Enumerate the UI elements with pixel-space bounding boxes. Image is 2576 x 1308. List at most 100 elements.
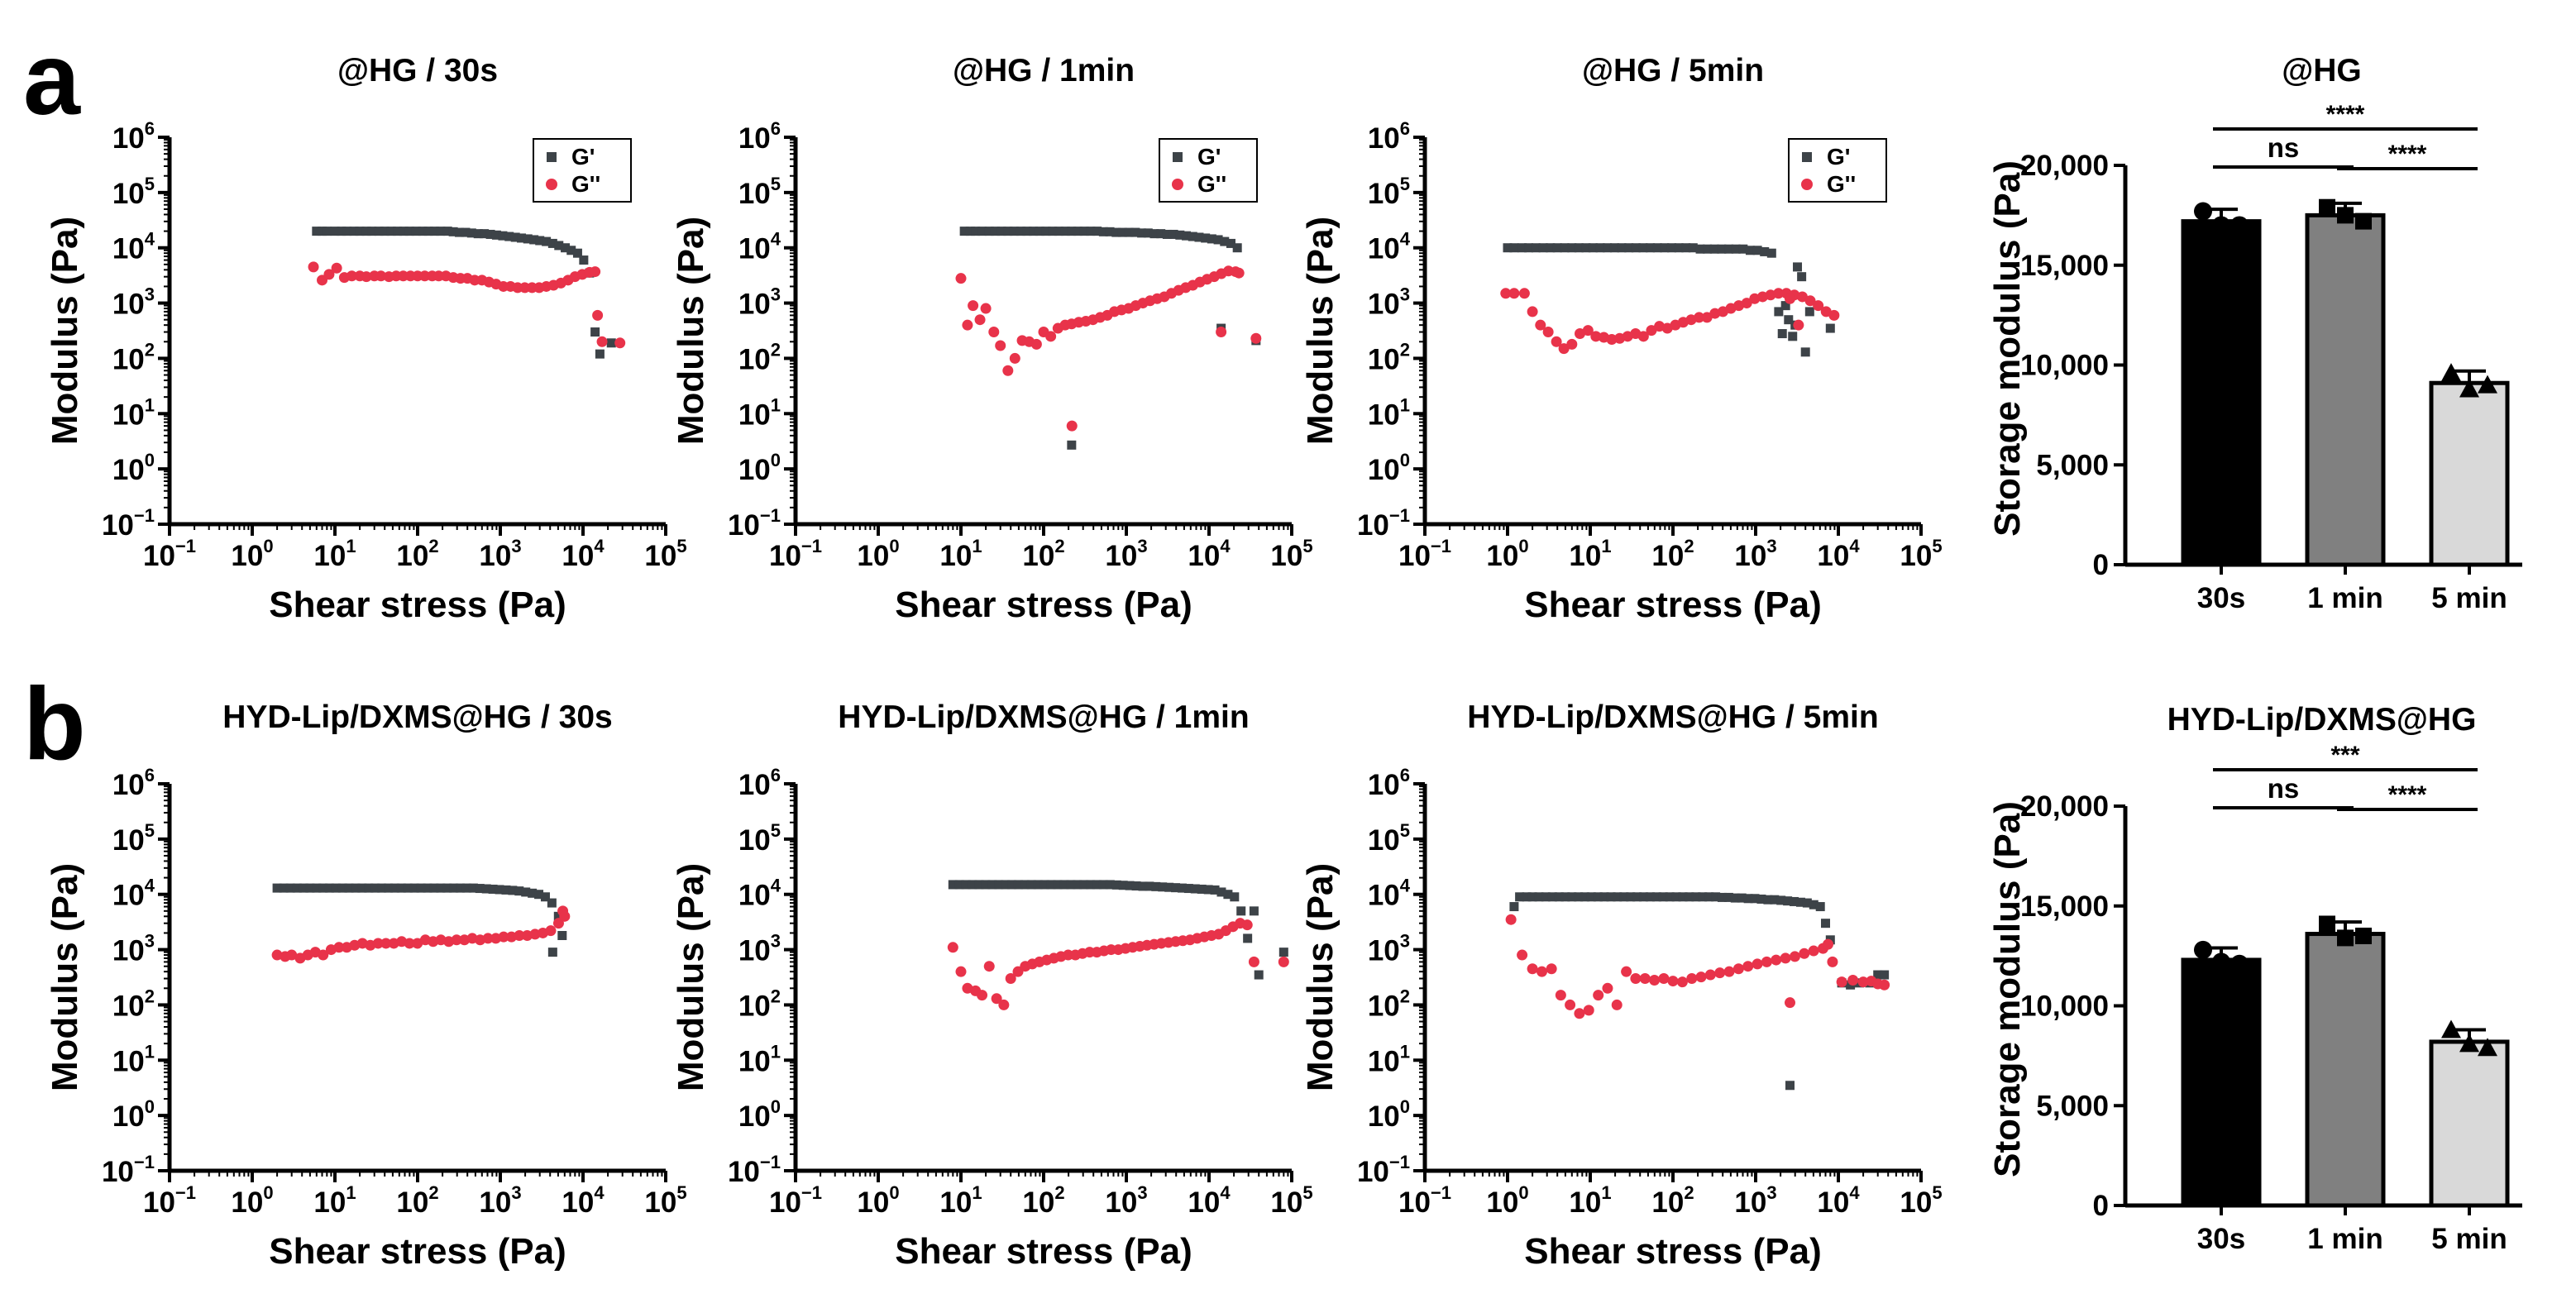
significance-label: ****	[2388, 781, 2427, 809]
x-tick-label: 100	[857, 536, 899, 572]
scatter-chart-2: @HG / 5min Modulus (Pa) Shear stress (Pa) 1…	[1300, 53, 1943, 625]
y-tick-label: 103	[112, 284, 155, 321]
data-point-g-prime	[1538, 243, 1548, 253]
data-point-g-double-prime	[977, 990, 988, 1001]
data-point-g-double-prime	[1535, 319, 1546, 331]
data-point-g-prime	[1213, 235, 1223, 245]
y-tick-label: 10−1	[728, 1152, 781, 1188]
data-point-g-prime	[996, 227, 1006, 236]
bar-0	[2181, 957, 2262, 1208]
x-tick-label: 104	[562, 536, 605, 572]
legend-label-g-prime: G'	[1197, 144, 1221, 169]
data-point-g-prime	[1177, 883, 1187, 893]
data-point-g-prime	[1546, 243, 1556, 253]
data-point-g-prime	[367, 227, 377, 236]
y-tick-label: 10−1	[728, 505, 781, 542]
data-point-g-prime	[272, 883, 282, 893]
chart-title: HYD-Lip/DXMS@HG / 30s	[222, 699, 612, 735]
data-point-g-double-prime	[1649, 975, 1661, 986]
data-point-g-prime	[1522, 892, 1532, 902]
data-point-g-prime	[1117, 227, 1127, 237]
data-point-g-prime	[285, 883, 295, 893]
legend-marker-g-double-prime	[546, 179, 557, 190]
data-point-g-prime	[357, 883, 367, 893]
data-point-g-prime	[1554, 892, 1564, 902]
data-point-g-prime	[1586, 892, 1596, 902]
x-tick-label: 10−1	[1398, 536, 1451, 572]
data-point-g-double-prime	[1574, 1008, 1585, 1019]
x-tick-label: 105	[1900, 1182, 1942, 1219]
data-point-g-prime	[1130, 227, 1140, 237]
data-point-g-double-prime	[372, 938, 384, 949]
panel-label-a: a	[23, 22, 81, 136]
data-point-g-double-prime	[955, 273, 967, 284]
x-tick-label: 102	[396, 536, 438, 572]
legend-marker-g-prime	[1173, 152, 1183, 162]
data-point-g-prime	[1770, 895, 1780, 905]
data-point-g-double-prime	[1804, 295, 1816, 307]
legend-marker-g-double-prime	[1801, 179, 1813, 190]
data-point-g-prime	[1646, 243, 1656, 253]
data-point-g-double-prime	[614, 337, 626, 349]
data-point-g-double-prime	[498, 931, 509, 943]
y-tick-label: 106	[1368, 765, 1410, 801]
x-tick-label: 101	[939, 1182, 982, 1219]
data-point-g-prime	[1509, 243, 1519, 253]
x-tick-label: 102	[396, 1182, 438, 1219]
data-point-g-prime	[1073, 880, 1082, 890]
data-point-g-prime	[1681, 243, 1691, 253]
y-tick-label: 104	[738, 876, 781, 912]
bar-1	[2305, 932, 2386, 1208]
data-point-g-prime	[1151, 881, 1161, 891]
y-tick-label: 100	[112, 1096, 155, 1133]
data-point-g-prime	[547, 238, 557, 248]
data-point-g-prime	[1698, 892, 1708, 902]
y-tick-label: 103	[738, 284, 781, 321]
data-point-g-prime	[1645, 892, 1655, 902]
data-point-g-double-prime	[1808, 945, 1819, 957]
data-point-g-prime	[1197, 884, 1207, 894]
data-point-g-prime	[1111, 880, 1121, 890]
x-tick-label: 103	[1105, 1182, 1147, 1219]
data-point-g-double-prime	[1066, 420, 1078, 432]
data-point-g-prime	[1593, 892, 1603, 902]
x-tick-label: 102	[1022, 1182, 1064, 1219]
replicate-point	[2212, 216, 2230, 235]
data-point-g-double-prime	[592, 309, 604, 321]
data-point-g-double-prime	[1857, 976, 1869, 988]
replicate-point	[2194, 940, 2212, 959]
data-point-g-prime	[305, 883, 315, 893]
data-point-g-prime	[1003, 227, 1013, 236]
replicate-point	[2337, 929, 2354, 947]
y-tick-label: 104	[738, 229, 781, 265]
data-point-g-double-prime	[1527, 306, 1538, 317]
data-point-g-prime	[299, 883, 308, 893]
data-point-g-prime	[1105, 227, 1115, 236]
data-point-g-double-prime	[991, 993, 1002, 1005]
data-point-g-double-prime	[1602, 982, 1613, 994]
scatter-chart-6: HYD-Lip/DXMS@HG / 5min Modulus (Pa) Shear …	[1300, 699, 1943, 1272]
data-point-g-prime	[411, 227, 421, 236]
y-tick-label: 105	[1368, 820, 1410, 857]
y-axis-label: Modulus (Pa)	[45, 217, 85, 445]
data-point-g-prime	[390, 883, 399, 893]
data-point-g-prime	[473, 229, 483, 239]
data-point-g-double-prime	[1216, 327, 1227, 338]
data-point-g-prime	[1026, 880, 1036, 890]
legend-marker-g-prime	[1802, 152, 1812, 162]
data-point-g-prime	[561, 243, 571, 253]
y-tick-label: 15,000	[2020, 890, 2109, 923]
data-point-g-prime	[1092, 880, 1102, 890]
y-tick-label: 102	[738, 339, 781, 375]
data-point-g-double-prime	[1536, 966, 1547, 977]
data-point-g-prime	[1658, 892, 1668, 902]
data-point-g-double-prime	[1508, 288, 1520, 299]
data-point-g-prime	[1098, 227, 1108, 236]
data-point-g-prime	[498, 231, 508, 241]
x-tick-label: 104	[1188, 1182, 1231, 1219]
y-tick-label: 102	[1368, 339, 1410, 375]
data-point-g-prime	[1574, 892, 1584, 902]
data-point-g-double-prime	[1742, 961, 1754, 972]
data-point-g-double-prime	[1045, 331, 1057, 342]
legend-label-g-double-prime: G''	[571, 171, 600, 197]
